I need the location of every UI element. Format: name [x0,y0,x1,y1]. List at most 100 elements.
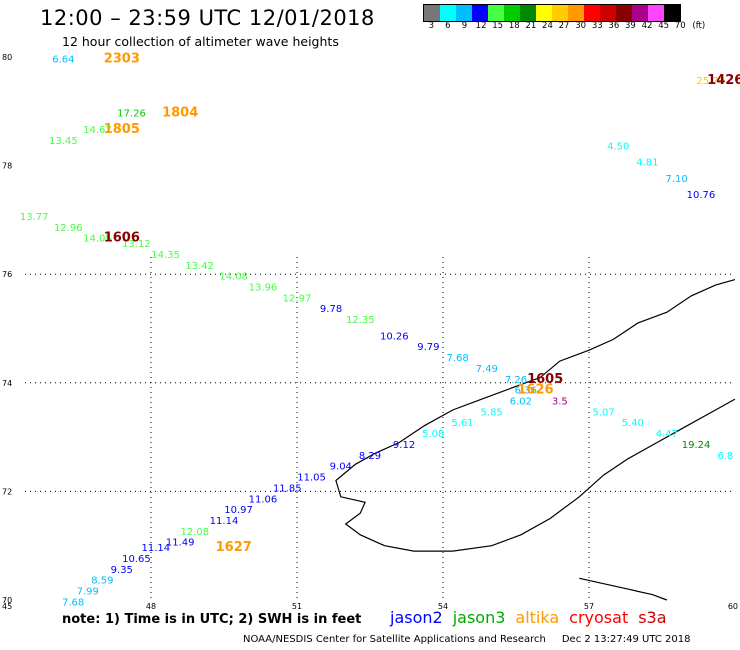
wave-height-label: 8.29 [359,451,381,462]
wave-height-label: 6.8 [717,451,733,462]
pass-time-label: 1626 [517,383,553,398]
legend-label: 15 [492,21,504,31]
lon-tick-label: 60 [728,602,738,611]
pass-time-label: 1804 [162,106,198,121]
legend-label: 45 [658,21,670,31]
wave-height-label: 3.5 [552,397,568,408]
wave-height-label: 14.35 [151,250,180,261]
wave-height-label: 11.05 [297,473,326,484]
lon-tick-label: 48 [146,602,156,611]
legend-label: 70 [674,21,686,31]
wave-height-label: 13.45 [49,136,78,147]
coastline-south [335,398,736,552]
footer-timestamp: Dec 2 13:27:49 UTC 2018 [561,634,691,645]
legend-label: 24 [542,21,553,31]
wave-height-label: 6.02 [510,397,532,408]
color-legend [423,4,681,22]
wave-height-label: 11.85 [273,483,302,494]
wave-height-label: 12.96 [54,223,83,234]
legend-label: 33 [591,21,603,31]
wave-height-label: 11.14 [142,543,171,554]
footer: NOAA/NESDIS Center for Satellite Applica… [243,634,690,645]
legend-swatch [536,5,552,21]
legend-swatch [664,5,680,21]
wave-height-label: 11.49 [166,538,195,549]
legend-label: 12 [475,21,487,31]
wave-height-label: 10.76 [687,190,716,201]
wave-height-label: 25.79 [696,76,725,87]
wave-height-label: 14.67 [83,125,112,136]
footer-credit: NOAA/NESDIS Center for Satellite Applica… [243,634,546,645]
pass-time-label: 1805 [104,122,140,137]
wave-height-label: 5.07 [592,407,614,418]
pass-time-label: 1605 [527,372,563,387]
wave-height-label: 7.68 [446,353,468,364]
color-legend-labels: 3 6 9 12 15 18 21 24 27 30 33 36 39 42 45 70 (ft) [423,21,707,31]
lat-tick-label: 70 [2,596,12,605]
wave-height-label: 5.40 [622,418,644,429]
satellite-s3a: s3a [638,608,667,627]
lat-tick-label: 78 [2,162,12,171]
wave-height-label: 7.10 [665,174,687,185]
wave-height-label: 4.50 [607,141,629,152]
wave-height-label: 5.08 [422,429,444,440]
legend-label: 27 [558,21,570,31]
coastline-north [423,279,736,427]
wave-height-label: 10.65 [122,554,151,565]
satellite-altika: altika [515,608,560,627]
wave-height-label: 6.36 [515,386,537,397]
legend-label: 42 [641,21,653,31]
wave-height-label: 9.12 [393,440,415,451]
wave-height-label: 8.59 [91,576,113,587]
coastline [335,279,736,601]
lon-tick-label: 57 [584,602,594,611]
legend-label: 18 [508,21,520,31]
wave-height-label: 7.26 [505,375,527,386]
wave-height-label: 13.77 [20,212,49,223]
wave-height-label: 5.85 [481,407,503,418]
legend-label: 36 [608,21,620,31]
wave-height-label: 13.42 [185,261,214,272]
pass-time-label: 1426 [707,73,740,88]
legend-label: 9 [461,21,468,31]
lat-tick-label: 76 [2,270,12,279]
legend-swatch [648,5,664,21]
legend-swatch [424,5,440,21]
wave-height-label: 12.35 [346,315,375,326]
legend-swatch [632,5,648,21]
pass-time-label: 1627 [216,540,252,555]
wave-height-label: 9.79 [417,342,439,353]
legend-label: 21 [525,21,537,31]
wave-height-label: 7.49 [476,364,498,375]
wave-height-label: 13.96 [249,282,278,293]
legend-label: 3 [428,21,434,31]
lat-tick-label: 72 [2,487,12,496]
satellite-legend: jason2 jason3 altika cryosat s3a [390,608,677,627]
wave-height-label: 4.47 [656,429,678,440]
legend-label: 30 [575,21,587,31]
legend-swatch [472,5,488,21]
wave-height-label: 13.12 [122,239,151,250]
satellite-cryosat: cryosat [569,608,629,627]
note-text: note: 1) Time is in UTC; 2) SWH is in fe… [62,612,362,627]
wave-height-label: 14.08 [219,272,248,283]
wave-height-label: 9.35 [111,565,133,576]
wave-height-label: 19.24 [682,440,711,451]
wave-height-label: 11.14 [210,516,239,527]
lon-tick-label: 45 [2,602,12,611]
pass-time-label: 2303 [104,51,140,66]
wave-height-label: 10.97 [224,505,253,516]
wave-height-label: 7.99 [77,587,99,598]
legend-swatch [440,5,456,21]
wave-height-label: 12.08 [180,527,209,538]
satellite-jason2: jason2 [390,608,443,627]
wave-height-label: 14.05 [83,234,112,245]
legend-swatch [616,5,632,21]
legend-swatch [552,5,568,21]
legend-label: 6 [445,21,451,31]
page-subtitle: 12 hour collection of altimeter wave hei… [62,34,339,49]
legend-swatch [568,5,584,21]
